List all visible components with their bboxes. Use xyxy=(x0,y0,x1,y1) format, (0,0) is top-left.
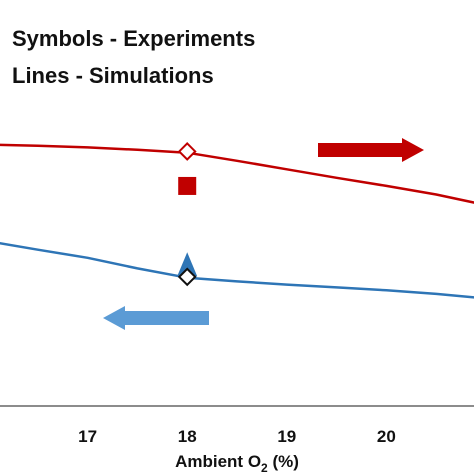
x-axis-title: Ambient O2 (%) xyxy=(175,452,299,474)
right-experiment-open-diamond-marker xyxy=(177,142,197,161)
arrow-left-icon xyxy=(103,306,209,330)
x-axis-title-subscript: 2 xyxy=(261,461,268,474)
x-tick-labels: 1718192021 xyxy=(78,427,396,446)
x-axis-title-suffix: (%) xyxy=(268,452,299,471)
x-axis-title-main: Ambient O xyxy=(175,452,261,471)
plot-area xyxy=(0,138,474,330)
x-tick-label: 17 xyxy=(78,427,97,446)
right-experiment-square-marker xyxy=(178,176,197,195)
left-axis-simulation-line xyxy=(0,241,474,299)
left-experiment-open-diamond-marker xyxy=(177,267,197,287)
x-tick-label: 19 xyxy=(277,427,296,446)
left-experiment-triangle-marker xyxy=(177,252,198,277)
arrow-right-icon xyxy=(318,138,424,162)
x-tick-label: 18 xyxy=(178,427,197,446)
x-tick-label: 20 xyxy=(377,427,396,446)
right-axis-simulation-line xyxy=(0,143,474,204)
annotation-symbols-experiments: Symbols - Experiments xyxy=(12,26,255,51)
annotation-lines-simulations: Lines - Simulations xyxy=(12,63,214,88)
